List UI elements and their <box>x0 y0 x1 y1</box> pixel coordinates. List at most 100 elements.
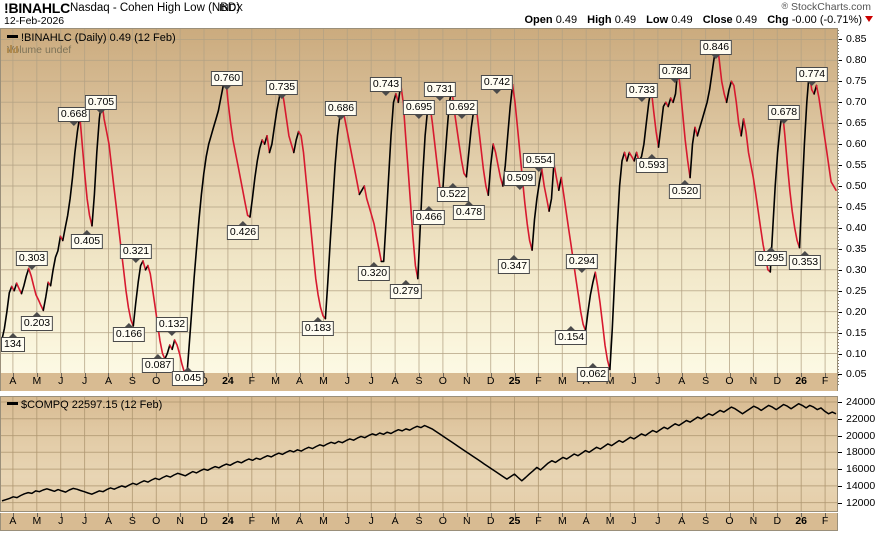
x-axis-label: J <box>655 375 661 387</box>
price-annotation: 0.520 <box>668 180 702 199</box>
x-axis-label: M <box>605 375 615 387</box>
y-axis-dot <box>838 33 839 34</box>
y-axis-dot <box>838 180 839 181</box>
x-tick <box>681 513 683 517</box>
x-tick <box>299 513 301 517</box>
price-annotation: 0.321 <box>119 244 153 263</box>
x-tick <box>657 513 659 517</box>
y-axis-dot <box>838 48 839 49</box>
y-axis-dot <box>838 72 839 73</box>
price-chart-panel[interactable]: !BINAHLC (Daily) 0.49 (12 Feb) Volume un… <box>0 28 838 388</box>
x-tick <box>753 513 755 517</box>
annotation-pointer <box>278 95 286 99</box>
y-axis-dot <box>838 51 839 52</box>
y-axis-label: 0.40 <box>846 221 867 234</box>
open-label: Open <box>524 14 553 26</box>
annotation-pointer <box>83 230 91 234</box>
x-tick <box>777 373 779 377</box>
compq-chart-panel[interactable]: $COMPQ 22597.15 (12 Feb) <box>0 396 838 512</box>
y-axis-dot <box>838 114 839 115</box>
x-axis-label: M <box>557 515 567 527</box>
annotation-value: 0.347 <box>497 259 531 274</box>
y-axis-label: 0.85 <box>846 33 867 46</box>
x-tick <box>204 373 206 377</box>
annotation-value: 0.426 <box>226 225 260 240</box>
y-axis-dot <box>838 168 839 169</box>
y-axis-dot <box>838 315 839 316</box>
annotation-pointer <box>28 266 36 270</box>
y-tick <box>838 374 842 376</box>
x-axis-label: J <box>368 515 374 527</box>
price-legend: !BINAHLC (Daily) 0.49 (12 Feb) <box>7 32 176 44</box>
y-tick <box>838 39 842 41</box>
price-annotation: 0.295 <box>754 247 788 266</box>
y-axis-dot <box>838 120 839 121</box>
price-annotation: 0.045 <box>171 367 205 386</box>
y-tick <box>838 227 842 229</box>
y-axis-dot <box>838 357 839 358</box>
x-axis-label: O <box>725 375 734 387</box>
annotation-pointer <box>567 326 575 330</box>
y-axis-dot <box>838 309 839 310</box>
x-axis-label: M <box>32 375 42 387</box>
annotation-value: 0.321 <box>119 244 153 259</box>
x-axis-label: A <box>104 515 112 527</box>
x-axis-label: M <box>319 515 328 527</box>
y-axis-dot <box>838 228 839 229</box>
annotation-value: 0.045 <box>171 371 205 386</box>
compq-legend: $COMPQ 22597.15 (12 Feb) <box>7 399 162 411</box>
price-annotation: 0.760 <box>210 71 244 90</box>
y-axis-label: 0.45 <box>846 200 867 213</box>
x-axis-label: D <box>486 515 495 527</box>
annotation-pointer <box>223 86 231 90</box>
x-axis-label: J <box>655 515 661 527</box>
annotation-value: 0.466 <box>412 210 446 225</box>
price-annotation: 0.303 <box>15 251 49 270</box>
stockcharts-watermark: ® StockCharts.com <box>781 1 871 13</box>
x-tick <box>681 373 683 377</box>
y-tick <box>838 206 842 208</box>
y-axis-label: 16000 <box>846 463 875 476</box>
y-tick <box>838 311 842 313</box>
x-axis-label: 26 <box>795 515 807 527</box>
x-tick <box>801 373 803 377</box>
y-axis-dot <box>838 117 839 118</box>
y-axis-dot <box>838 300 839 301</box>
annotation-value: 0.784 <box>658 64 692 79</box>
x-axis-label: O <box>152 515 161 527</box>
x-axis-label: O <box>725 515 734 527</box>
y-axis-dot <box>838 318 839 319</box>
x-axis-label: J <box>344 375 350 387</box>
y-axis-dot <box>838 378 839 379</box>
x-axis-label: A <box>9 515 17 527</box>
y-axis-dot <box>838 174 839 175</box>
x-tick <box>538 373 540 377</box>
annotation-pointer <box>535 168 543 172</box>
price-annotation: 0.784 <box>658 64 692 83</box>
annotation-pointer <box>493 90 501 94</box>
y-axis-dot <box>838 198 839 199</box>
price-annotation: 134 <box>1 333 25 352</box>
x-axis-label: S <box>702 515 710 527</box>
annotation-pointer <box>801 251 809 255</box>
symbol-type-tag: INDX <box>219 3 243 14</box>
annotation-value: 0.353 <box>788 255 822 270</box>
y-tick <box>838 269 842 271</box>
x-tick <box>204 513 206 517</box>
price-annotation: 0.478 <box>452 201 486 220</box>
y-tick <box>838 353 842 355</box>
price-annotation: 0.705 <box>84 95 118 114</box>
y-axis-dot <box>838 297 839 298</box>
price-annotation: 0.426 <box>226 221 260 240</box>
y-axis-dot <box>838 321 839 322</box>
x-tick <box>36 373 38 377</box>
x-axis-label: J <box>81 515 88 527</box>
price-annotation: 0.695 <box>402 100 436 119</box>
high-value: 0.49 <box>614 14 637 26</box>
x-tick <box>586 513 588 517</box>
y-axis-dot <box>838 225 839 226</box>
y-axis-dot <box>838 171 839 172</box>
x-axis-label: J <box>631 375 637 387</box>
x-tick <box>275 513 277 517</box>
annotation-pointer <box>337 116 345 120</box>
